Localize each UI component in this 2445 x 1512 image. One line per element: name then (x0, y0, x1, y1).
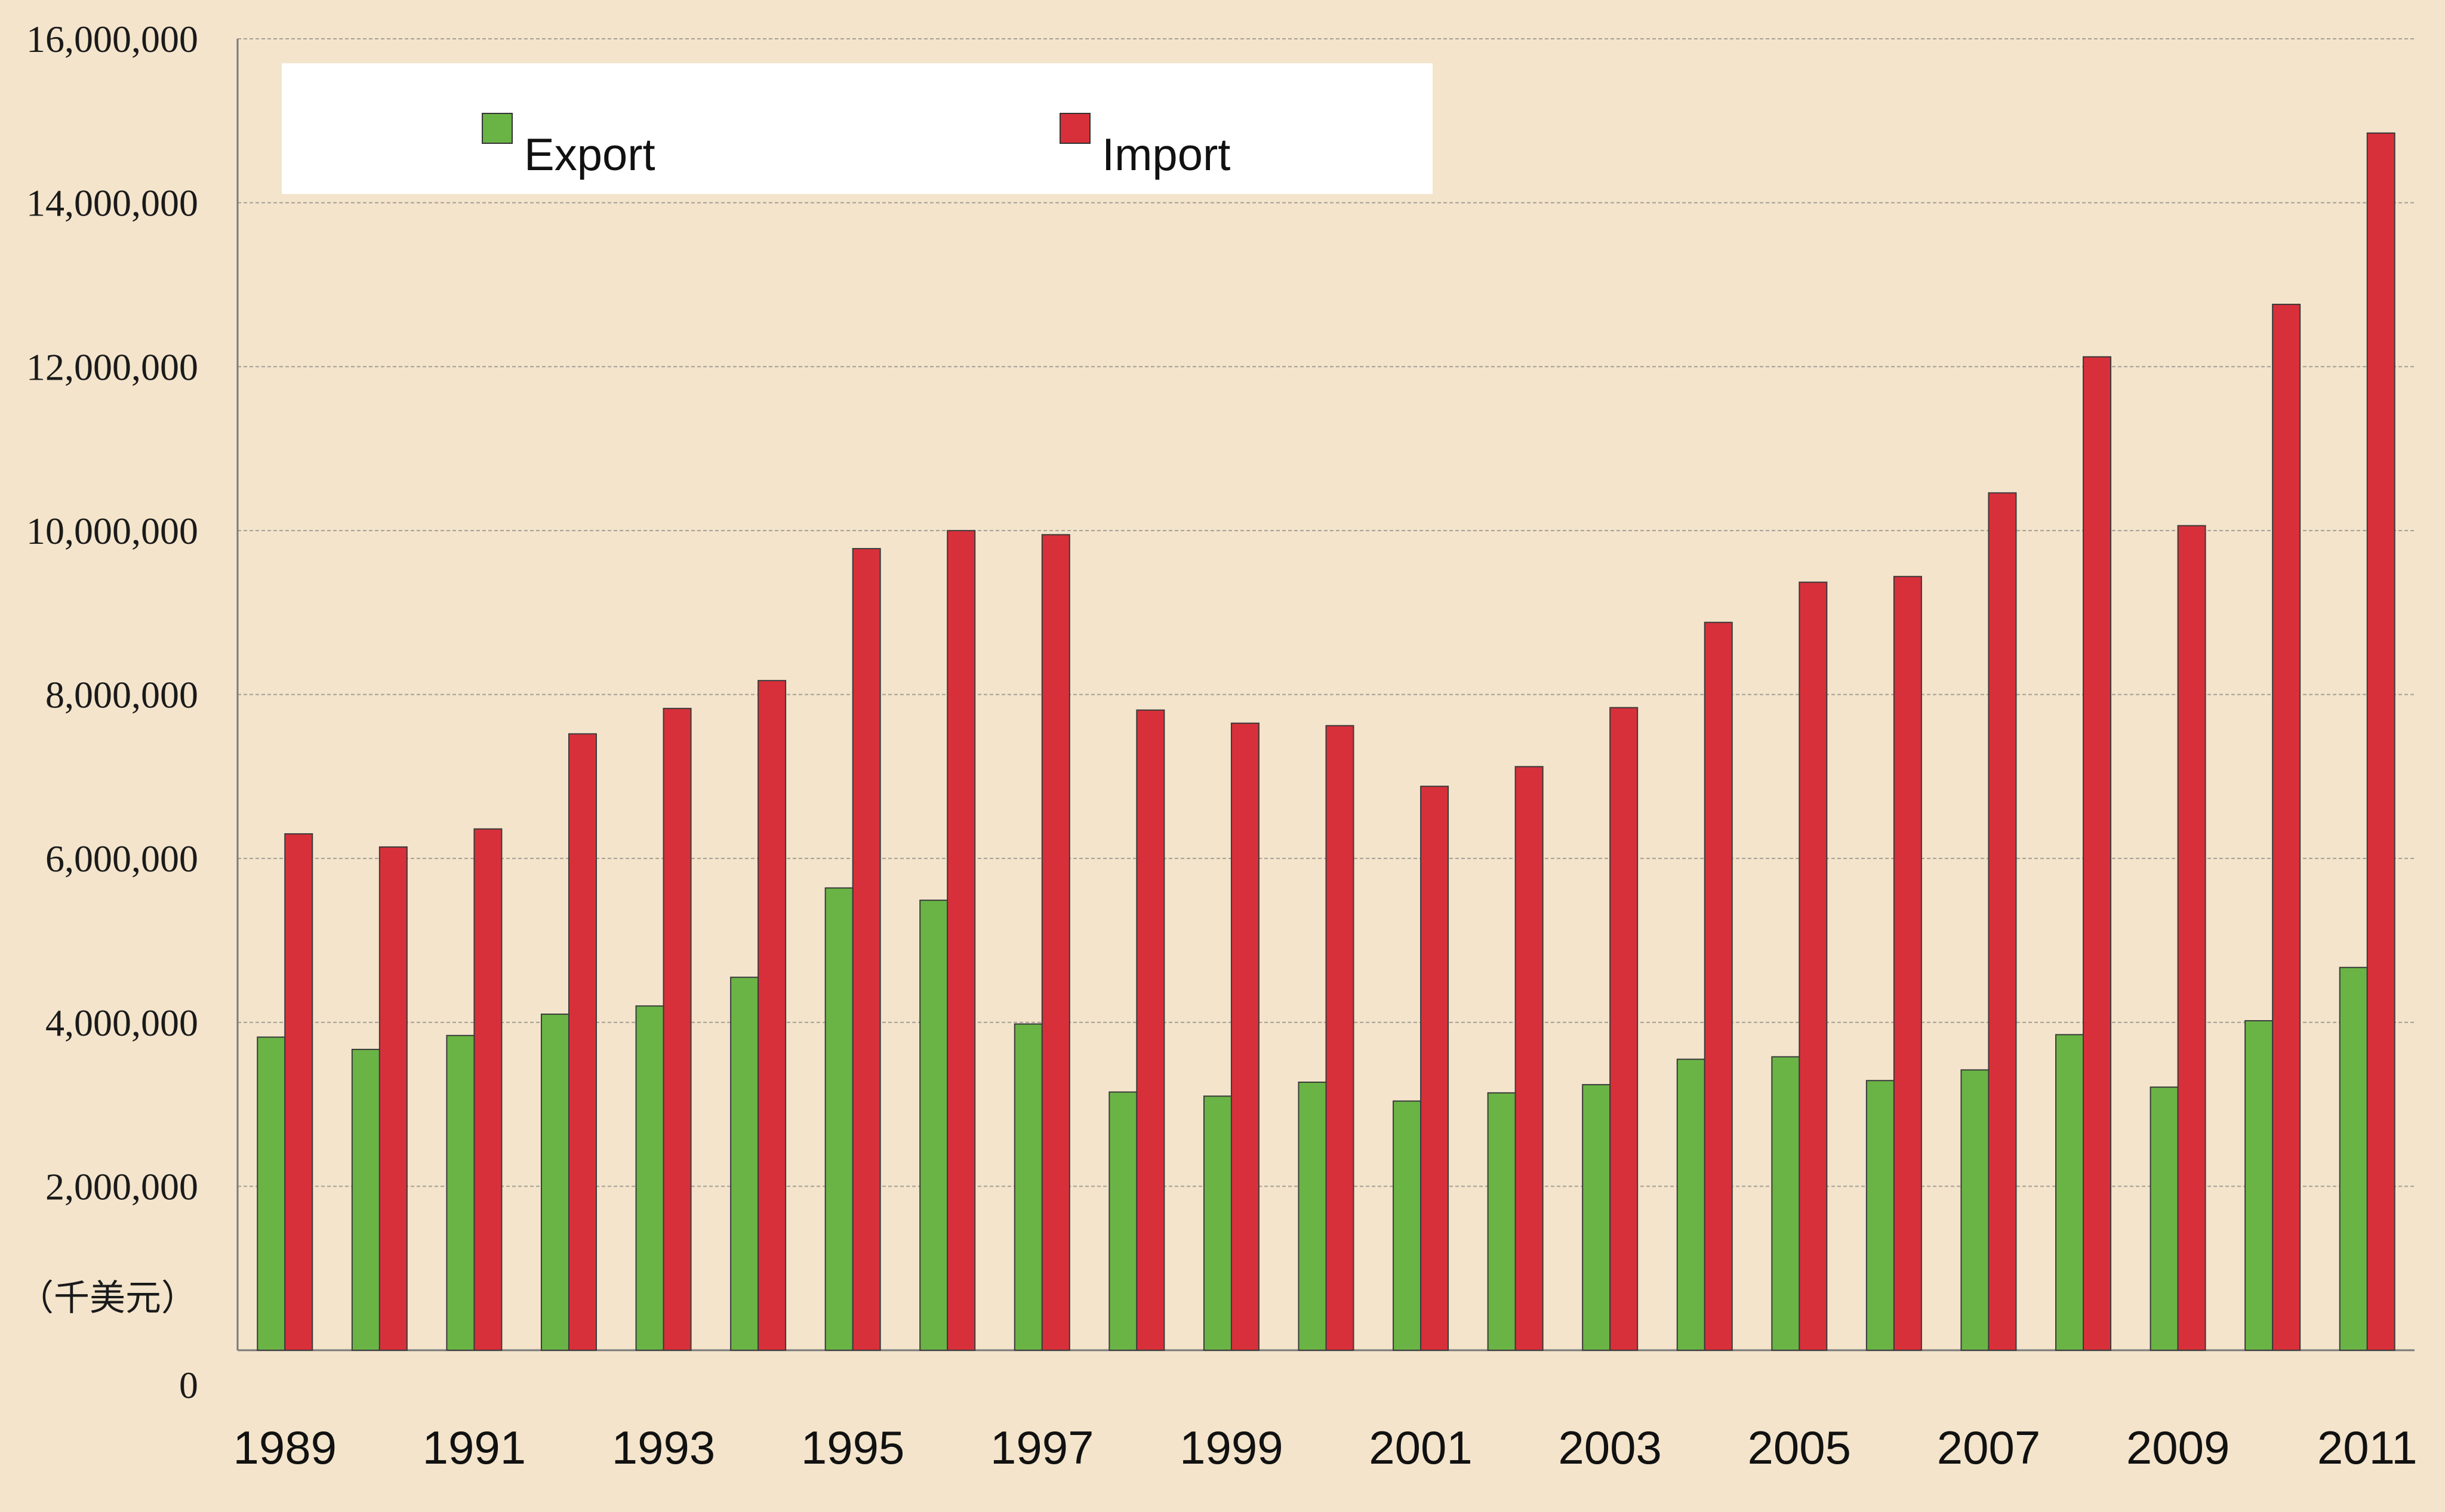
bar-import-1997 (1041, 534, 1070, 1351)
y-tick-label: 16,000,000 (26, 18, 198, 60)
y-tick-label: 10,000,000 (26, 510, 198, 552)
legend-label-import: Import (1102, 130, 1230, 180)
bar-export-2008 (2055, 1034, 2084, 1351)
bar-import-2001 (1420, 786, 1449, 1351)
bar-export-2011 (2339, 966, 2368, 1351)
bar-import-1995 (852, 548, 881, 1351)
bar-export-2007 (1960, 1069, 1990, 1351)
bar-export-1999 (1203, 1095, 1232, 1351)
x-tick-label: 2007 (1937, 1421, 2041, 1474)
x-axis-ticks: 1989 1991 1993 1995 1997 1999 2001 2003 2005 2007… (233, 1421, 2418, 1474)
bar-import-1991 (473, 828, 503, 1351)
x-tick-label: 2005 (1748, 1421, 1852, 1474)
x-tick-label: 1993 (612, 1421, 716, 1474)
legend-box (282, 63, 1433, 194)
x-tick-label: 1989 (233, 1421, 337, 1474)
bar-import-2000 (1325, 725, 1354, 1351)
y-tick-label: 2,000,000 (45, 1165, 198, 1208)
bar-import-1998 (1136, 709, 1165, 1351)
bar-import-1994 (757, 680, 787, 1351)
bar-import-2003 (1609, 707, 1639, 1351)
legend-swatch-export (482, 113, 513, 144)
bar-import-2004 (1704, 621, 1733, 1351)
bar-import-1996 (947, 529, 976, 1351)
x-tick-label: 1991 (423, 1421, 526, 1474)
bar-export-1995 (824, 887, 854, 1351)
x-tick-label: 2011 (2317, 1421, 2418, 1474)
y-tick-label: 6,000,000 (45, 837, 198, 880)
y-axis-unit-label: （千美元） (18, 1277, 197, 1319)
bar-import-2005 (1799, 581, 1828, 1351)
bar-import-1999 (1230, 722, 1260, 1351)
legend: Export Import (282, 63, 1433, 194)
y-tick-label: 12,000,000 (26, 346, 198, 388)
x-tick-label: 2003 (1558, 1421, 1662, 1474)
bar-export-2003 (1582, 1084, 1611, 1351)
bar-export-1993 (635, 1005, 664, 1351)
bar-import-1993 (663, 707, 692, 1351)
bar-export-2005 (1771, 1056, 1800, 1351)
bar-export-2006 (1865, 1080, 1895, 1351)
y-tick-label: 4,000,000 (45, 1002, 198, 1044)
bar-export-2010 (2244, 1020, 2274, 1351)
bar-export-2009 (2150, 1086, 2179, 1351)
y-tick-label: 0 (179, 1364, 198, 1406)
bar-export-2004 (1676, 1058, 1705, 1351)
x-tick-label: 1995 (801, 1421, 905, 1474)
y-tick-label: 8,000,000 (45, 674, 198, 716)
bar-import-1989 (284, 833, 313, 1351)
bar-export-2000 (1298, 1081, 1327, 1351)
bar-import-2010 (2272, 303, 2301, 1351)
x-tick-label: 1999 (1180, 1421, 1283, 1474)
bar-import-2009 (2177, 525, 2206, 1351)
bar-export-1994 (730, 977, 759, 1351)
bar-export-1997 (1014, 1023, 1043, 1351)
legend-label-export: Export (524, 130, 655, 180)
x-tick-label: 2009 (2126, 1421, 2230, 1474)
bar-export-1989 (257, 1036, 286, 1351)
bars (257, 132, 2395, 1351)
bar-export-1998 (1108, 1091, 1138, 1351)
y-axis-ticks: 0 2,000,000 4,000,000 6,000,000 8,000,000 10,… (26, 18, 198, 1406)
bar-export-1990 (351, 1049, 380, 1351)
bar-import-2007 (1988, 492, 2017, 1351)
bar-import-2006 (1893, 575, 1922, 1351)
bar-export-1991 (446, 1034, 475, 1351)
legend-swatch-import (1060, 113, 1091, 144)
bar-import-2002 (1514, 766, 1544, 1351)
bar-import-2011 (2366, 132, 2395, 1351)
bar-export-1996 (919, 900, 949, 1351)
bar-import-1990 (378, 846, 408, 1351)
bar-import-1992 (568, 733, 597, 1351)
bar-import-2008 (2083, 356, 2112, 1351)
y-tick-label: 14,000,000 (26, 182, 198, 224)
bar-export-2001 (1393, 1100, 1422, 1351)
bar-export-1992 (540, 1014, 569, 1351)
bar-export-2002 (1487, 1092, 1516, 1351)
x-tick-label: 2001 (1369, 1421, 1473, 1474)
x-tick-label: 1997 (990, 1421, 1094, 1474)
